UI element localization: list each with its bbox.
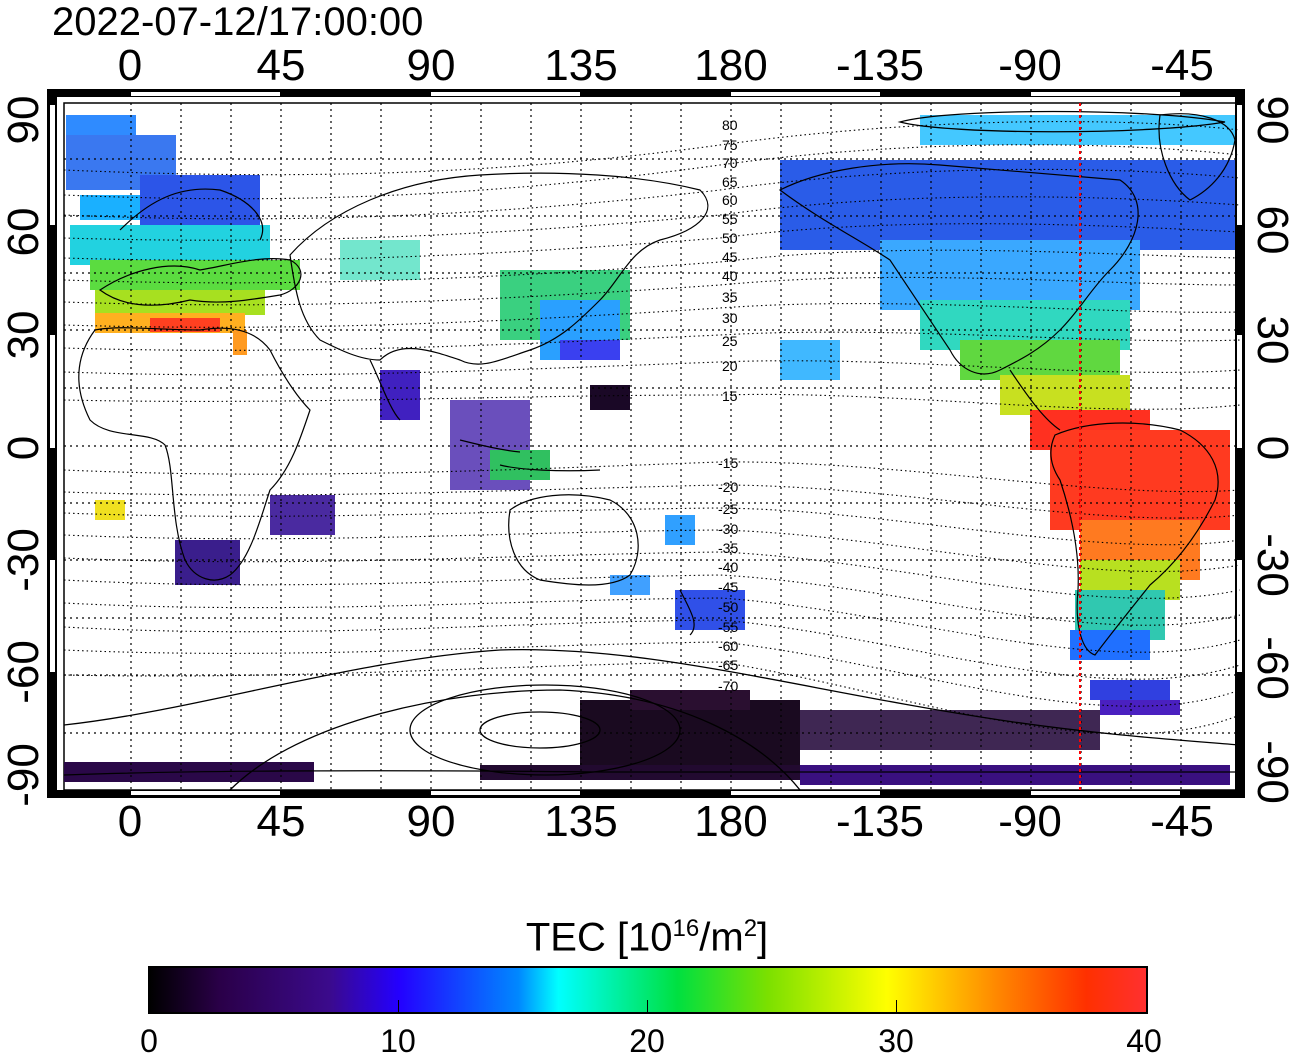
top-lon-label: -135 [835,41,925,90]
contour-label: -70 [718,678,738,694]
colorbar-tick-mark [896,1000,897,1012]
bottom-lon-label: 0 [117,797,143,846]
contour-label: 45 [722,249,738,265]
bottom-lon-label: -135 [835,797,925,846]
contour-label: -20 [718,479,738,495]
contour-label: 25 [722,333,738,349]
contour-label: 40 [722,268,738,284]
colorbar-tick-label: 10 [380,1023,416,1059]
bottom-lon-label: -90 [998,797,1062,846]
map-timestamp-title: 2022-07-12/17:00:00 [52,0,424,44]
bottom-lon-label: -45 [1150,797,1214,846]
contour-label: -15 [718,455,738,471]
top-lon-label: 90 [406,41,456,90]
tec-colorbar [148,966,1148,1014]
contour-label: 50 [722,230,738,246]
contour-label: -30 [718,521,738,537]
colorbar-tick-label: 20 [629,1023,665,1059]
geomagnetic-pole-contours [64,110,1240,790]
contour-label: -35 [718,540,738,556]
colorbar-title-exponent: 16 [672,915,700,942]
colorbar-tick-label: 40 [1126,1023,1162,1059]
graticule [64,103,1240,790]
contour-label: 20 [722,358,738,374]
contour-label: -45 [718,579,738,595]
colorbar-title-main: TEC [10 [525,915,673,960]
top-lon-label: 135 [544,41,618,90]
contour-label: 75 [722,137,738,153]
bottom-lon-label: 180 [694,797,768,846]
colorbar-title-close: ] [757,915,769,960]
contour-label: 65 [722,174,738,190]
contour-label: -40 [718,559,738,575]
colorbar-tick-label: 30 [878,1023,914,1059]
contour-label: -25 [718,501,738,517]
contour-label: 35 [722,289,738,305]
axis-bar-gaps [50,92,1242,795]
colorbar-tick-label: 0 [140,1023,158,1059]
contour-label: 70 [722,155,738,171]
bottom-lon-label: 45 [256,797,306,846]
top-lon-label: -90 [998,41,1062,90]
contour-label: -50 [718,599,738,615]
contour-label: -60 [718,638,738,654]
top-lon-label: 45 [256,41,306,90]
contour-label: 80 [722,117,738,133]
colorbar-title-unit-exponent: 2 [743,915,758,942]
colorbar-title: TEC [1016/m2] [526,905,768,961]
contour-label: -55 [718,619,738,635]
colorbar-title-unit: /m [699,915,744,960]
top-lon-label: 0 [117,41,143,90]
coastlines [64,113,1240,776]
top-lon-label: 180 [694,41,768,90]
contour-label: 15 [722,388,738,404]
contour-label: -65 [718,657,738,673]
contour-label: 55 [722,211,738,227]
colorbar-tick-mark [647,1000,648,1012]
contour-labels: 80 75 70 65 60 55 50 45 40 35 30 25 20 1… [718,117,738,694]
tec-data-layer [64,115,1235,785]
colorbar-tick-mark [398,1000,399,1012]
contour-label: 60 [722,192,738,208]
magnetic-latitude-contours [64,121,1240,735]
bottom-lon-label: 135 [544,797,618,846]
bottom-lon-label: 90 [406,797,456,846]
top-lon-label: -45 [1150,41,1214,90]
contour-label: 30 [722,310,738,326]
